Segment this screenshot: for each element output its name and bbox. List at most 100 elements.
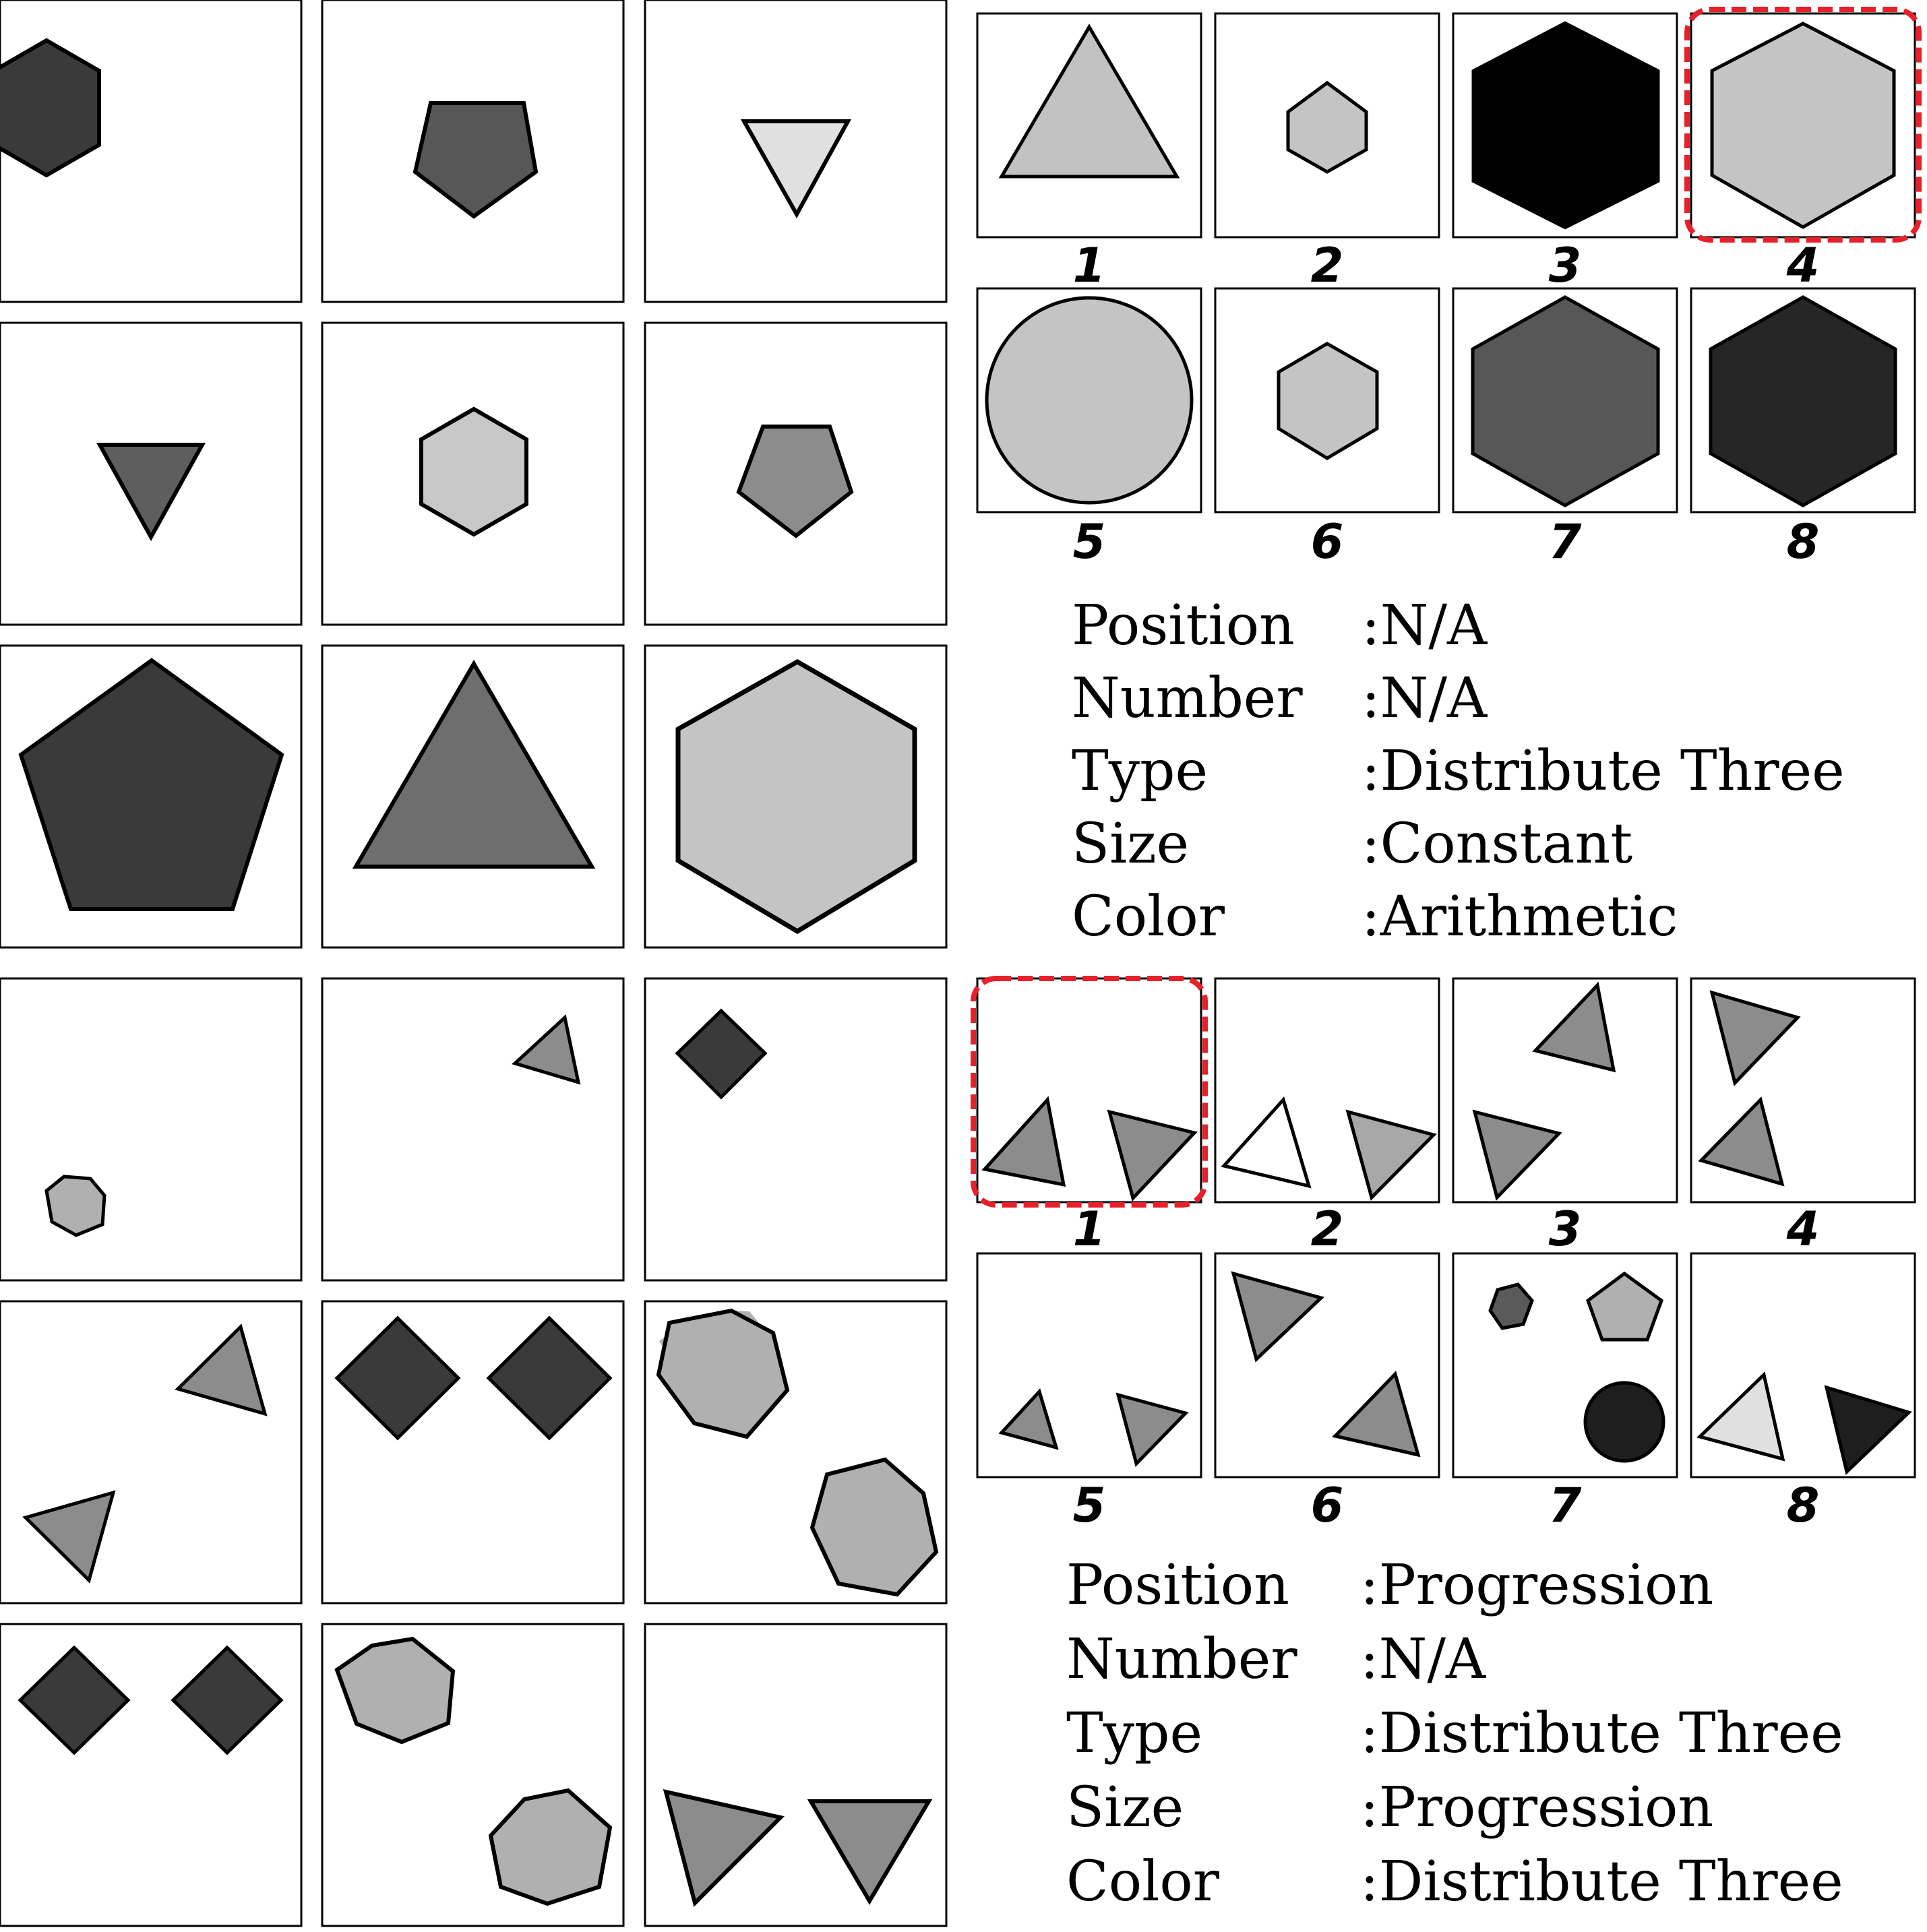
choice-number: 4: [1786, 1202, 1820, 1257]
choice-number: 7: [1549, 514, 1582, 569]
answer-choice[interactable]: 2: [1214, 12, 1440, 293]
rule-attribute: Number: [1072, 666, 1303, 730]
triangle-up-shape: [998, 24, 1180, 179]
hexagon-shape: [809, 1457, 939, 1597]
rule-attribute: Position: [1066, 1553, 1289, 1617]
triangle-shape: [998, 1388, 1059, 1450]
context-panel: [0, 644, 303, 949]
diamond-shape: [675, 1008, 768, 1100]
answer-choice[interactable]: 7: [1452, 287, 1678, 569]
puzzle-2-answer-choices: 1 2 3 4 5 6: [971, 976, 1916, 1533]
pentagon-shape: [412, 101, 539, 219]
answer-choice[interactable]: 3: [1452, 12, 1678, 293]
choice-number: 3: [1549, 1202, 1582, 1257]
answer-choice[interactable]: 6: [1214, 1252, 1440, 1533]
choice-number: 2: [1311, 1202, 1344, 1257]
triangle-shape: [1472, 1109, 1562, 1201]
answer-choice[interactable]: 7: [1452, 1252, 1678, 1533]
rule-value: :Distribute Three: [1360, 1850, 1843, 1914]
rule-value: :Arithmetic: [1362, 885, 1678, 949]
context-panel: [644, 0, 948, 303]
triangle-down-shape: [740, 119, 852, 219]
answer-choice[interactable]: 8: [1690, 287, 1916, 569]
hexagon-shape: [488, 1788, 613, 1906]
triangle-shape: [22, 1490, 116, 1584]
answer-choice[interactable]: 1: [976, 12, 1202, 293]
puzzle-1-context-matrix: [0, 0, 948, 949]
hexagon-shape: [1471, 295, 1660, 507]
hexagon-shape: [44, 1175, 106, 1237]
triangle-shape: [175, 1323, 268, 1416]
diamond-shape: [18, 1645, 131, 1755]
hexagon-shape: [1488, 1282, 1534, 1330]
context-panel: [644, 1623, 948, 1927]
choice-number: 1: [1073, 1202, 1106, 1257]
rule-value: :Progression: [1360, 1776, 1713, 1840]
answer-choice[interactable]: 5: [976, 1252, 1202, 1533]
answer-choice[interactable]: 2: [1214, 977, 1440, 1257]
diamond-shape: [486, 1315, 613, 1441]
answer-choice[interactable]: 1: [971, 976, 1208, 1257]
hexagon-shape: [656, 1308, 790, 1439]
context-panel: [321, 1300, 625, 1604]
hexagon-shape: [675, 658, 917, 935]
rule-attribute: Color: [1072, 885, 1225, 949]
rule-value: :N/A: [1360, 1627, 1487, 1691]
context-panel: [0, 1300, 303, 1604]
rule-attribute: Type: [1072, 739, 1208, 803]
answer-choice[interactable]: 3: [1452, 977, 1678, 1257]
triangle-shape: [1231, 1271, 1324, 1363]
choice-number: 1: [1073, 238, 1106, 293]
answer-choice[interactable]: 8: [1690, 1252, 1916, 1533]
triangle-shape: [1698, 1096, 1785, 1187]
answer-choice[interactable]: 4: [1684, 7, 1922, 293]
rule-value: :Progression: [1360, 1553, 1713, 1617]
choice-number: 8: [1787, 1478, 1820, 1533]
rule-attribute: Number: [1066, 1627, 1297, 1691]
pentagon-shape: [18, 658, 284, 911]
rule-value: :Distribute Three: [1360, 1702, 1843, 1766]
answer-choice[interactable]: 4: [1690, 977, 1916, 1257]
answer-choice[interactable]: 6: [1214, 287, 1440, 569]
choice-number: 2: [1311, 238, 1344, 293]
pentagon-shape: [1586, 1271, 1663, 1342]
triangle-shape: [807, 1799, 933, 1905]
rule-attribute: Size: [1072, 812, 1189, 876]
context-panel: [321, 1623, 625, 1927]
triangle-shape: [1824, 1385, 1912, 1475]
context-panel: [0, 977, 303, 1282]
circle-shape: [985, 296, 1194, 505]
hexagon-shape: [334, 1636, 456, 1745]
context-panel: [644, 977, 948, 1282]
pentagon-shape: [736, 425, 854, 538]
triangle-shape: [663, 1788, 785, 1907]
choice-number: 7: [1549, 1478, 1582, 1533]
hexagon-shape: [1710, 22, 1896, 229]
rule-value: :N/A: [1362, 666, 1488, 730]
context-panel: [321, 977, 625, 1282]
hexagon-shape: [1286, 80, 1368, 174]
triangle-shape: [1696, 1371, 1785, 1462]
triangle-down-shape: [96, 443, 206, 542]
hexagon-shape: [1709, 295, 1897, 507]
triangle-shape: [1221, 1096, 1312, 1189]
triangle-shape: [1345, 1109, 1437, 1201]
triangle-up-shape: [352, 660, 596, 869]
hexagon-shape: [1471, 21, 1660, 230]
context-panel: [644, 644, 948, 949]
choice-number: 6: [1311, 1478, 1344, 1533]
context-panel: [321, 0, 625, 303]
triangle-shape: [1107, 1109, 1198, 1202]
rule-attribute: Type: [1066, 1702, 1202, 1766]
rule-value: :N/A: [1362, 594, 1488, 658]
context-panel: [0, 0, 303, 303]
puzzle-2-rules: Position :Progression Number :N/A Type :…: [1066, 1553, 1843, 1914]
diamond-shape: [171, 1645, 284, 1755]
diamond-shape: [334, 1315, 461, 1441]
triangle-shape: [1532, 981, 1616, 1073]
triangle-shape: [981, 1096, 1066, 1187]
answer-choice[interactable]: 5: [976, 287, 1202, 569]
context-panel: [321, 644, 625, 949]
hexagon-shape: [419, 406, 528, 537]
